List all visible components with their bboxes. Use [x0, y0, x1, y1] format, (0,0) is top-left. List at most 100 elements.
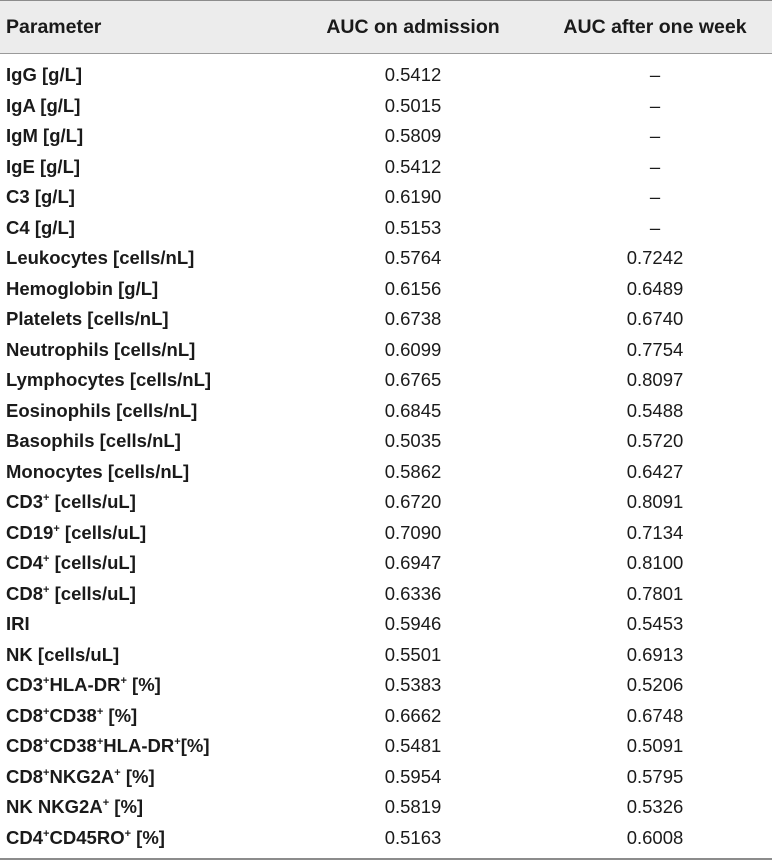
auc-admission-cell: 0.5153 [384, 216, 442, 238]
auc-admission-cell: 0.5809 [384, 125, 442, 147]
auc-admission-cell: 0.7090 [384, 521, 442, 543]
auc-admission-cell: 0.5501 [384, 643, 442, 665]
auc-week-cell: 0.7134 [626, 521, 684, 543]
auc-admission-cell: 0.6720 [384, 491, 442, 513]
auc-admission-cell: 0.5862 [384, 460, 442, 482]
table-row: Basophils [cells/nL] 0.5035 0.5720 [0, 426, 772, 457]
table-row: Monocytes [cells/nL] 0.5862 0.6427 [0, 457, 772, 488]
parameter-cell: CD8+NKG2A+ [%] [6, 765, 155, 787]
table-row: NK [cells/uL] 0.5501 0.6913 [0, 640, 772, 671]
auc-week-cell: 0.7801 [626, 582, 684, 604]
table-row: C3 [g/L] 0.6190 – [0, 182, 772, 213]
auc-week-cell: – [649, 64, 661, 86]
table-row: IgM [g/L] 0.5809 – [0, 121, 772, 152]
table-row: CD4+CD45RO+ [%] 0.5163 0.6008 [0, 823, 772, 854]
auc-admission-cell: 0.5412 [384, 155, 442, 177]
auc-admission-cell: 0.6765 [384, 369, 442, 391]
table-row: Hemoglobin [g/L] 0.6156 0.6489 [0, 274, 772, 305]
auc-admission-cell: 0.5954 [384, 765, 442, 787]
parameter-cell: CD8+CD38+HLA-DR+[%] [6, 735, 210, 757]
parameter-cell: Hemoglobin [g/L] [6, 277, 159, 299]
header-divider [0, 53, 772, 54]
auc-week-cell: 0.8097 [626, 369, 684, 391]
table-row: IgE [g/L] 0.5412 – [0, 152, 772, 183]
table-row: C4 [g/L] 0.5153 – [0, 213, 772, 244]
table-row: CD3+ [cells/uL] 0.6720 0.8091 [0, 487, 772, 518]
auc-week-cell: 0.6427 [626, 460, 684, 482]
parameter-cell: Neutrophils [cells/nL] [6, 338, 196, 360]
table-row: Leukocytes [cells/nL] 0.5764 0.7242 [0, 243, 772, 274]
auc-admission-cell: 0.6336 [384, 582, 442, 604]
auc-admission-cell: 0.6738 [384, 308, 442, 330]
auc-admission-cell: 0.5481 [384, 735, 442, 757]
auc-week-cell: 0.6008 [626, 826, 684, 848]
parameter-cell: Basophils [cells/nL] [6, 430, 181, 452]
table-row: CD8+CD38+ [%] 0.6662 0.6748 [0, 701, 772, 732]
auc-week-cell: 0.6740 [626, 308, 684, 330]
table-row: NK NKG2A+ [%] 0.5819 0.5326 [0, 792, 772, 823]
auc-admission-cell: 0.6156 [384, 277, 442, 299]
auc-admission-cell: 0.6099 [384, 338, 442, 360]
table-row: Lymphocytes [cells/nL] 0.6765 0.8097 [0, 365, 772, 396]
parameter-cell: CD8+CD38+ [%] [6, 704, 138, 726]
auc-week-cell: 0.5091 [626, 735, 684, 757]
auc-week-cell: 0.5326 [626, 796, 684, 818]
parameter-cell: IRI [6, 613, 30, 635]
table-row: Eosinophils [cells/nL] 0.6845 0.5488 [0, 396, 772, 427]
auc-admission-cell: 0.5015 [384, 94, 442, 116]
header-auc-admission: AUC on admission [326, 15, 500, 38]
parameter-cell: CD3+HLA-DR+ [%] [6, 674, 161, 696]
parameter-cell: C4 [g/L] [6, 216, 75, 238]
table-row: CD8+ [cells/uL] 0.6336 0.7801 [0, 579, 772, 610]
auc-admission-cell: 0.5163 [384, 826, 442, 848]
table-row: CD8+NKG2A+ [%] 0.5954 0.5795 [0, 762, 772, 793]
parameter-cell: CD4+CD45RO+ [%] [6, 826, 165, 848]
auc-week-cell: 0.8100 [626, 552, 684, 574]
parameter-cell: CD3+ [cells/uL] [6, 491, 136, 513]
auc-week-cell: – [649, 125, 661, 147]
auc-admission-cell: 0.5946 [384, 613, 442, 635]
parameter-cell: NK NKG2A+ [%] [6, 796, 144, 818]
auc-week-cell: 0.6748 [626, 704, 684, 726]
bottom-divider [0, 858, 772, 860]
auc-week-cell: 0.5206 [626, 674, 684, 696]
auc-admission-cell: 0.6190 [384, 186, 442, 208]
table-header: Parameter AUC on admission AUC after one… [0, 0, 772, 53]
table-row: IRI 0.5946 0.5453 [0, 609, 772, 640]
auc-week-cell: 0.8091 [626, 491, 684, 513]
table-row: CD4+ [cells/uL] 0.6947 0.8100 [0, 548, 772, 579]
auc-admission-cell: 0.5412 [384, 64, 442, 86]
auc-week-cell: 0.6913 [626, 643, 684, 665]
auc-week-cell: 0.7754 [626, 338, 684, 360]
auc-admission-cell: 0.5035 [384, 430, 442, 452]
parameter-cell: Eosinophils [cells/nL] [6, 399, 198, 421]
parameter-cell: Platelets [cells/nL] [6, 308, 169, 330]
parameter-cell: IgM [g/L] [6, 125, 84, 147]
auc-week-cell: 0.6489 [626, 277, 684, 299]
table-body: IgG [g/L] 0.5412– IgA [g/L] 0.5015– IgM [g/L… [0, 54, 772, 853]
header-auc-week: AUC after one week [563, 15, 747, 38]
table-row: IgA [g/L] 0.5015 – [0, 91, 772, 122]
table-row: Neutrophils [cells/nL] 0.6099 0.7754 [0, 335, 772, 366]
auc-admission-cell: 0.6662 [384, 704, 442, 726]
parameter-cell: IgE [g/L] [6, 155, 81, 177]
auc-admission-cell: 0.6947 [384, 552, 442, 574]
table-row: CD8+CD38+HLA-DR+[%] 0.5481 0.5091 [0, 731, 772, 762]
auc-week-cell: 0.7242 [626, 247, 684, 269]
auc-week-cell: – [649, 155, 661, 177]
parameter-cell: Leukocytes [cells/nL] [6, 247, 195, 269]
table-row: Platelets [cells/nL] 0.6738 0.6740 [0, 304, 772, 335]
table-row: IgG [g/L] 0.5412 – [0, 60, 772, 91]
auc-admission-cell: 0.5819 [384, 796, 442, 818]
auc-admission-cell: 0.5764 [384, 247, 442, 269]
auc-admission-cell: 0.6845 [384, 399, 442, 421]
auc-week-cell: 0.5795 [626, 765, 684, 787]
parameter-cell: CD4+ [cells/uL] [6, 552, 136, 574]
parameter-cell: IgA [g/L] [6, 94, 81, 116]
auc-week-cell: 0.5720 [626, 430, 684, 452]
parameter-cell: CD8+ [cells/uL] [6, 582, 136, 604]
parameter-cell: C3 [g/L] [6, 186, 75, 208]
auc-week-cell: – [649, 94, 661, 116]
table-row: CD19+ [cells/uL] 0.7090 0.7134 [0, 518, 772, 549]
